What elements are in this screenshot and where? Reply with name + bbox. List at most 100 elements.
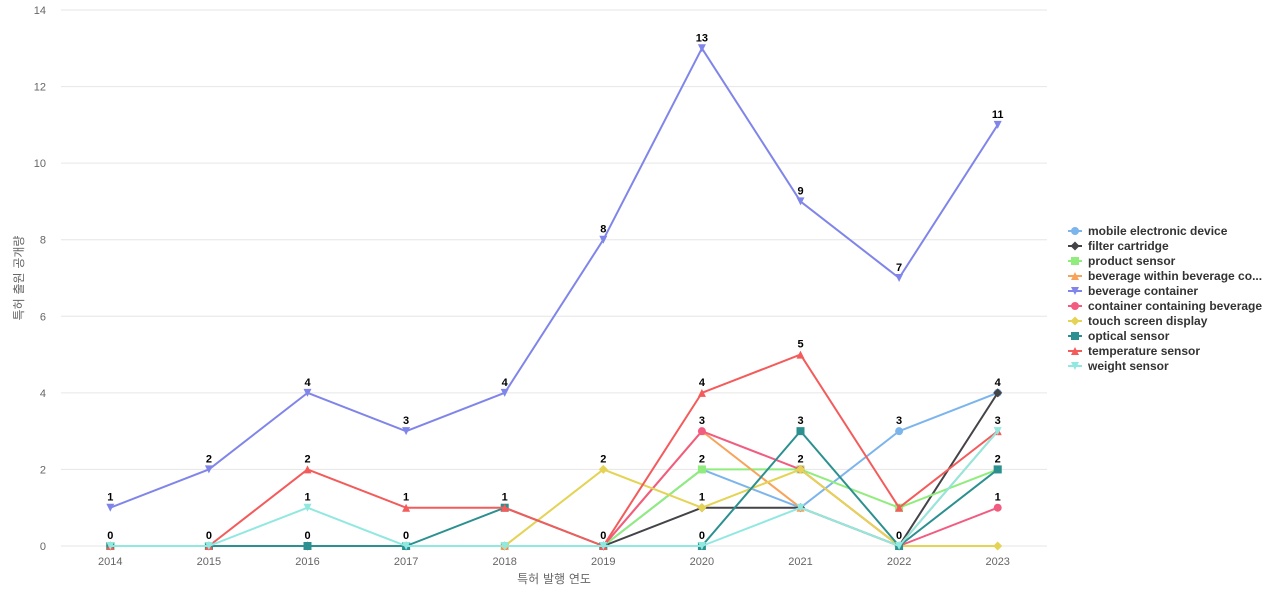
data-point-marker bbox=[500, 503, 509, 512]
data-label: 1 bbox=[403, 492, 409, 504]
data-point-marker bbox=[796, 350, 805, 359]
data-point-marker bbox=[697, 503, 707, 513]
legend-item[interactable]: weight sensor bbox=[1068, 359, 1169, 373]
data-label: 0 bbox=[304, 530, 310, 542]
legend-item[interactable]: beverage container bbox=[1068, 284, 1198, 298]
data-point-marker bbox=[993, 503, 1002, 512]
data-point-marker bbox=[500, 388, 509, 397]
data-point-marker bbox=[303, 542, 312, 550]
data-label: 2 bbox=[600, 453, 606, 465]
x-tick-label: 2021 bbox=[788, 556, 812, 568]
legend-symbol-marker bbox=[1071, 347, 1079, 355]
legend-label: mobile electronic device bbox=[1088, 224, 1228, 238]
data-label: 7 bbox=[896, 262, 902, 274]
data-label: 2 bbox=[995, 453, 1001, 465]
series-line bbox=[109, 47, 999, 509]
series-lines bbox=[105, 44, 1003, 551]
data-point-marker bbox=[697, 388, 706, 397]
data-label: 3 bbox=[896, 415, 902, 427]
data-label: 2 bbox=[797, 453, 803, 465]
data-label: 2 bbox=[304, 453, 310, 465]
data-point-marker bbox=[796, 427, 805, 436]
data-point-marker bbox=[993, 388, 1003, 398]
legend-symbol-marker bbox=[1071, 227, 1079, 235]
data-label: 1 bbox=[502, 492, 508, 504]
data-point-marker bbox=[697, 465, 706, 474]
data-point-marker bbox=[697, 542, 706, 550]
data-label: 0 bbox=[896, 530, 902, 542]
data-label: 4 bbox=[304, 377, 311, 389]
data-label: 2 bbox=[206, 453, 212, 465]
legend-label: beverage container bbox=[1088, 284, 1198, 298]
data-point-marker bbox=[106, 542, 115, 550]
x-tick-label: 2016 bbox=[295, 556, 319, 568]
legend-symbol-marker bbox=[1071, 257, 1079, 265]
y-tick-label: 10 bbox=[34, 158, 46, 170]
legend-item[interactable]: optical sensor bbox=[1068, 329, 1170, 343]
data-point-marker bbox=[598, 464, 608, 474]
data-point-marker bbox=[796, 464, 805, 474]
x-tick-label: 2018 bbox=[492, 556, 516, 568]
series-9 bbox=[106, 427, 1002, 550]
data-point-marker bbox=[402, 503, 411, 512]
data-label: 4 bbox=[699, 377, 706, 389]
data-label: 13 bbox=[696, 32, 708, 44]
data-point-marker bbox=[796, 197, 805, 206]
data-point-marker bbox=[895, 542, 904, 550]
legend-symbol-marker bbox=[1070, 316, 1080, 326]
data-point-marker bbox=[993, 465, 1002, 474]
data-label: 1 bbox=[304, 492, 310, 504]
series-8 bbox=[106, 350, 1002, 550]
data-point-marker bbox=[500, 542, 509, 550]
data-label: 8 bbox=[600, 224, 606, 236]
data-point-marker bbox=[697, 44, 706, 53]
series-line bbox=[110, 353, 999, 547]
legend-item[interactable]: filter cartridge bbox=[1068, 239, 1169, 253]
legend-item[interactable]: beverage within beverage co... bbox=[1068, 269, 1262, 283]
legend-item[interactable]: mobile electronic device bbox=[1068, 224, 1228, 238]
legend-label: product sensor bbox=[1088, 254, 1176, 268]
data-label: 1 bbox=[995, 492, 1001, 504]
legend-label: weight sensor bbox=[1087, 359, 1169, 373]
y-tick-label: 8 bbox=[40, 235, 46, 247]
data-label: 5 bbox=[797, 339, 803, 351]
legend-label: beverage within beverage co... bbox=[1088, 269, 1262, 283]
legend-item[interactable]: touch screen display bbox=[1068, 314, 1208, 328]
data-point-marker bbox=[895, 274, 904, 282]
data-label: 0 bbox=[699, 530, 705, 542]
x-tick-label: 2022 bbox=[887, 556, 911, 568]
series-line bbox=[110, 430, 999, 547]
legend-item[interactable]: temperature sensor bbox=[1068, 344, 1200, 358]
x-tick-label: 2023 bbox=[985, 556, 1009, 568]
x-tick-label: 2020 bbox=[690, 556, 714, 568]
data-label: 3 bbox=[995, 415, 1001, 427]
y-axis-title: 특허 출원 공개량 bbox=[12, 236, 26, 321]
x-tick-label: 2015 bbox=[197, 556, 221, 568]
data-label: 0 bbox=[403, 530, 409, 542]
data-point-marker bbox=[599, 235, 608, 244]
data-label: 0 bbox=[107, 530, 113, 542]
data-label: 4 bbox=[995, 377, 1002, 389]
legend-label: filter cartridge bbox=[1088, 239, 1169, 253]
gridlines bbox=[61, 9, 1047, 547]
data-point-marker bbox=[796, 503, 805, 512]
data-point-marker bbox=[895, 503, 904, 512]
legend-item[interactable]: container containing beverage bbox=[1068, 299, 1262, 313]
data-label: 3 bbox=[797, 415, 803, 427]
legend-label: temperature sensor bbox=[1088, 344, 1200, 358]
x-axis-ticks: 2014 2015 2016 2017 2018 2019 2020 2021 2022 2023 bbox=[98, 556, 1010, 568]
legend-item[interactable]: product sensor bbox=[1068, 254, 1176, 268]
data-point-marker bbox=[697, 427, 706, 436]
data-point-marker bbox=[204, 542, 213, 550]
series-4 bbox=[106, 44, 1002, 512]
data-label: 3 bbox=[699, 415, 705, 427]
data-label: 3 bbox=[403, 415, 409, 427]
data-label: 1 bbox=[107, 492, 113, 504]
series-line bbox=[110, 468, 998, 547]
data-point-marker bbox=[993, 120, 1002, 129]
series-line bbox=[110, 430, 999, 547]
data-label: 9 bbox=[797, 185, 803, 197]
